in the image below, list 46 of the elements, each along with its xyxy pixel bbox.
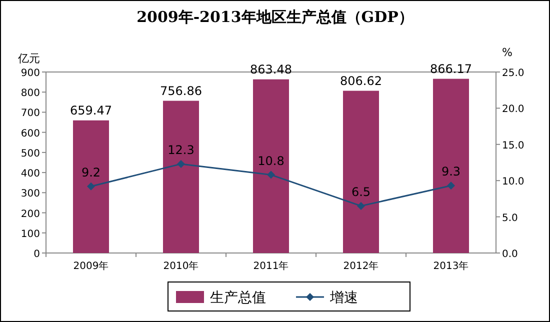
y-tick-label: 0: [34, 249, 40, 260]
data-label: 9.2: [81, 165, 101, 180]
data-label: 6.5: [351, 184, 371, 199]
y2-tick-label: 20.0: [502, 104, 524, 116]
y2-axis-title: %: [502, 46, 512, 59]
data-label: 12.3: [168, 142, 194, 157]
y2-tick-label: 25.0: [502, 68, 524, 79]
y-tick-label: 900: [20, 68, 40, 79]
y-tick-label: 600: [20, 128, 40, 140]
point: [357, 202, 365, 210]
bar: [163, 100, 199, 253]
data-label: 756.86: [160, 84, 202, 98]
data-label: 806.62: [340, 74, 382, 88]
x-tick-label: 2013年: [433, 260, 469, 272]
point: [447, 182, 455, 190]
data-label: 863.48: [250, 62, 292, 76]
data-label: 659.47: [70, 103, 112, 118]
y-tick-label: 100: [20, 228, 40, 240]
x-tick-label: 2009年: [73, 260, 109, 272]
point: [87, 182, 95, 190]
data-label: 10.8: [258, 154, 284, 168]
y2-tick-label: 10.0: [502, 176, 524, 188]
bar: [73, 120, 109, 253]
point: [177, 160, 185, 168]
y2-tick-label: 5.0: [502, 212, 518, 224]
x-tick-label: 2012年: [343, 260, 379, 272]
bar: [433, 78, 469, 253]
x-tick-label: 2010年: [163, 260, 199, 272]
data-label: 866.17: [430, 62, 472, 76]
y-tick-label: 200: [20, 208, 40, 220]
y-tick-label: 800: [20, 88, 40, 100]
chart-title: 2009年-2013年地区生产总值（GDP）: [136, 8, 414, 26]
bar: [253, 79, 289, 253]
y-tick-label: 500: [20, 148, 40, 160]
legend-label: 生产总值: [210, 290, 266, 306]
y-tick-label: 700: [20, 108, 40, 120]
legend-label: 增速: [329, 290, 358, 306]
y2-tick-label: 15.0: [502, 140, 524, 152]
point: [267, 170, 275, 179]
bar: [343, 90, 379, 253]
data-label: 9.3: [441, 164, 461, 179]
x-tick-label: 2011年: [253, 260, 289, 272]
y-tick-label: 400: [20, 168, 40, 180]
y2-tick-label: 0.0: [502, 249, 518, 260]
y-tick-label: 300: [20, 188, 40, 200]
y-axis-title: 亿元: [17, 52, 40, 65]
